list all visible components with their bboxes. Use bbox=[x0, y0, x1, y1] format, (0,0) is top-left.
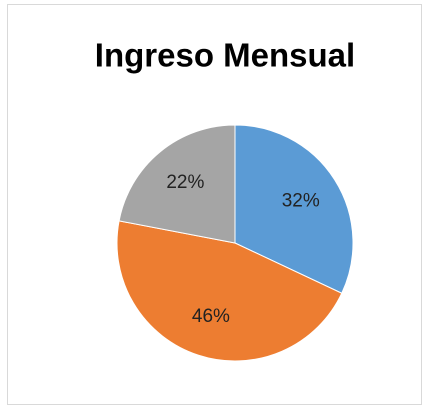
data-label: 32% bbox=[282, 190, 320, 211]
pie-slice bbox=[118, 124, 236, 244]
pie-slice bbox=[234, 124, 354, 294]
data-label: 46% bbox=[192, 306, 230, 327]
pie-slice bbox=[116, 220, 343, 362]
data-label: 22% bbox=[166, 172, 204, 193]
chart-title: Ingreso Mensual bbox=[95, 37, 355, 74]
